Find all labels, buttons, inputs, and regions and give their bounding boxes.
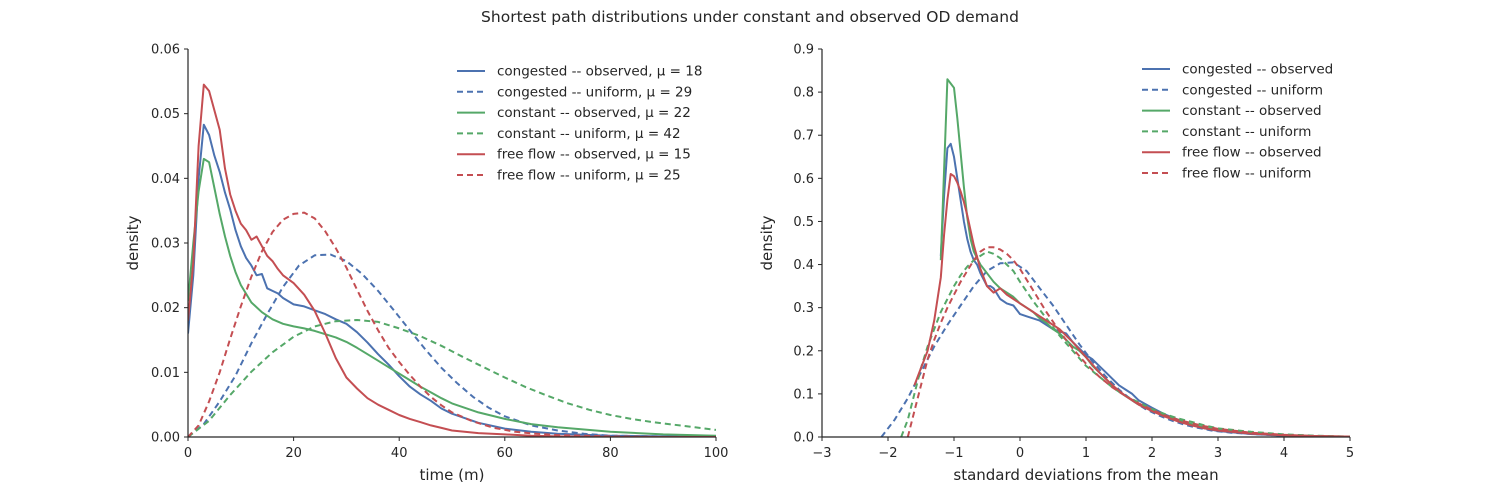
series-line-free-flow-uniform xyxy=(188,211,716,437)
legend-label-constant-uniform: constant -- uniform, μ = 42 xyxy=(497,126,681,142)
x-tick-label: 0 xyxy=(1016,446,1024,461)
x-tick-label: 1 xyxy=(1082,446,1090,461)
series-line-constant-uniform xyxy=(900,250,1350,437)
y-tick-label: 0.5 xyxy=(793,215,814,230)
x-tick-label: 3 xyxy=(1214,446,1222,461)
y-axis-label: density xyxy=(124,215,142,270)
series-line-free-flow-observed xyxy=(913,173,1350,437)
y-tick-label: 0.7 xyxy=(793,129,814,144)
y-tick-label: 0.03 xyxy=(151,237,180,252)
y-tick-label: 0.01 xyxy=(151,366,180,381)
legend-label-congested-uniform: congested -- uniform, μ = 29 xyxy=(497,84,692,100)
y-tick-label: 0.1 xyxy=(793,387,814,402)
x-tick-label: 20 xyxy=(285,446,302,461)
legend-label-constant-observed: constant -- observed xyxy=(1182,103,1322,119)
series-line-free-flow-observed xyxy=(188,83,716,437)
series-group xyxy=(188,83,716,437)
legend-label-congested-observed: congested -- observed, μ = 18 xyxy=(497,64,702,80)
figure-title: Shortest path distributions under consta… xyxy=(481,8,1019,26)
series-line-congested-uniform xyxy=(880,261,1350,437)
y-tick-label: 0.02 xyxy=(151,301,180,316)
x-tick-label: 5 xyxy=(1346,446,1354,461)
y-tick-label: 0.3 xyxy=(793,301,814,316)
legend-label-constant-uniform: constant -- uniform xyxy=(1182,124,1311,140)
x-tick-label: 100 xyxy=(704,446,729,461)
y-tick-label: 0.6 xyxy=(793,172,814,187)
legend-label-congested-observed: congested -- observed xyxy=(1182,62,1333,78)
series-line-constant-uniform xyxy=(188,319,716,437)
left-panel-time: 0 20 40 60 80 100 0.00 0.01 0.02 0.03 0.04 0.05 0.06… xyxy=(124,43,728,485)
y-tick-label: 0.06 xyxy=(151,43,180,58)
legend: congested -- observed congested -- unifor… xyxy=(1142,62,1333,182)
legend-label-free-flow-observed: free flow -- observed, μ = 15 xyxy=(497,147,691,163)
legend-label-free-flow-uniform: free flow -- uniform, μ = 25 xyxy=(497,168,681,184)
x-tick-label: −1 xyxy=(944,446,963,461)
x-tick-label: 0 xyxy=(184,446,192,461)
x-axis-label: time (m) xyxy=(420,466,485,484)
x-axis-label: standard deviations from the mean xyxy=(953,466,1218,484)
series-line-congested-observed xyxy=(188,123,716,437)
legend-label-congested-uniform: congested -- uniform xyxy=(1182,82,1323,98)
y-tick-label: 0.0 xyxy=(793,431,814,446)
x-tick-label: −3 xyxy=(812,446,831,461)
y-tick-label: 0.8 xyxy=(793,86,814,101)
x-tick-label: 60 xyxy=(497,446,514,461)
x-tick-label: 4 xyxy=(1280,446,1288,461)
y-tick-label: 0.4 xyxy=(793,258,814,273)
y-tick-label: 0.9 xyxy=(793,43,814,58)
legend-label-free-flow-observed: free flow -- observed xyxy=(1182,145,1322,161)
y-tick-label: 0.2 xyxy=(793,344,814,359)
y-tick-label: 0.05 xyxy=(151,107,180,122)
series-line-free-flow-uniform xyxy=(906,246,1350,437)
series-line-constant-observed xyxy=(188,157,716,437)
series-group xyxy=(880,78,1350,437)
y-axis-label: density xyxy=(758,215,776,270)
legend-label-free-flow-uniform: free flow -- uniform xyxy=(1182,166,1311,182)
right-panel-standardized: −3 −2 −1 0 1 2 3 4 5 0.0 0.1 0.2 0.3 0.4 0.5 0.6 0.7 0.8 0… xyxy=(758,43,1354,485)
y-tick-label: 0.00 xyxy=(151,431,180,446)
x-tick-label: 40 xyxy=(391,446,408,461)
legend: congested -- observed, μ = 18 congested -… xyxy=(457,64,702,184)
legend-label-constant-observed: constant -- observed, μ = 22 xyxy=(497,105,691,121)
x-tick-label: −2 xyxy=(878,446,897,461)
series-line-constant-observed xyxy=(939,78,1350,437)
y-tick-label: 0.04 xyxy=(151,172,180,187)
series-line-congested-uniform xyxy=(188,253,716,437)
x-tick-label: 80 xyxy=(602,446,619,461)
x-tick-label: 2 xyxy=(1148,446,1156,461)
